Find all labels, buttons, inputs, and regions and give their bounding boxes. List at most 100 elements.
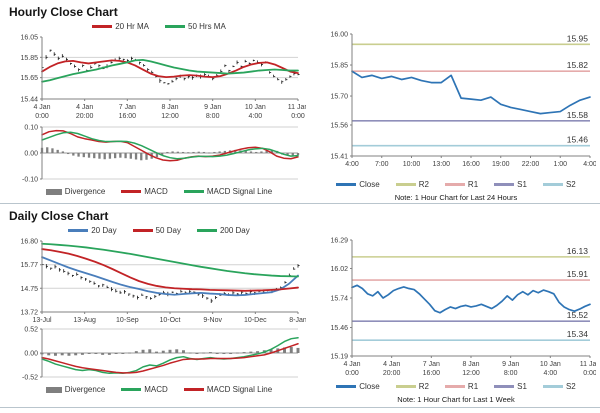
svg-text:15.70: 15.70	[330, 94, 348, 101]
svg-text:15.95: 15.95	[567, 33, 589, 43]
svg-text:8-Jan: 8-Jan	[289, 317, 306, 324]
legend-item: MACD	[121, 385, 168, 394]
svg-text:15.91: 15.91	[567, 269, 589, 279]
svg-text:13-Aug: 13-Aug	[73, 317, 96, 324]
svg-text:15.56: 15.56	[330, 122, 348, 129]
macd-signal-line-swatch-icon	[183, 388, 204, 391]
daily-right-panel: 16.13 15.91 15.52 15.34 16.29 16.02 15.74 15.46…	[312, 204, 600, 407]
s2-swatch-icon	[542, 183, 563, 186]
legend-item: Close	[336, 382, 380, 391]
legend-item: R2	[395, 180, 429, 189]
legend-item: MACD Signal Line	[183, 187, 272, 196]
svg-text:13-Jul: 13-Jul	[32, 317, 52, 324]
svg-text:15.58: 15.58	[567, 110, 589, 120]
svg-text:10:00: 10:00	[403, 161, 421, 168]
200-day-swatch-icon	[196, 229, 217, 232]
legend-label: S1	[517, 180, 527, 189]
svg-text:20:00: 20:00	[383, 370, 401, 377]
daily-ma-legend: 20 Day 50 Day 200 Day	[6, 224, 312, 237]
20-day-swatch-icon	[68, 229, 89, 232]
hourly-pivot-chart: 15.95 15.82 15.58 15.46 16.00 15.85 15.70 15.56…	[330, 32, 596, 169]
legend-label: MACD	[144, 385, 168, 394]
svg-text:15.52: 15.52	[567, 310, 589, 320]
hourly-right-panel: 15.95 15.82 15.58 15.46 16.00 15.85 15.70 15.56…	[312, 0, 600, 203]
20-hr-ma-swatch-icon	[92, 25, 113, 28]
50-day-swatch-icon	[132, 229, 153, 232]
legend-item: Divergence	[45, 187, 106, 196]
svg-text:4:00: 4:00	[249, 113, 263, 120]
svg-text:7:00: 7:00	[375, 161, 389, 168]
svg-text:4:00: 4:00	[583, 161, 596, 168]
divergence-swatch-icon	[45, 188, 62, 195]
svg-text:4 Jan: 4 Jan	[383, 361, 400, 368]
daily-left-panel: Daily Close Chart 20 Day 50 Day 200 Day 16…	[0, 204, 312, 407]
svg-text:13:00: 13:00	[432, 161, 450, 168]
svg-text:12:00: 12:00	[462, 370, 480, 377]
svg-text:16:00: 16:00	[119, 113, 137, 120]
legend-item: S1	[494, 382, 527, 391]
svg-text:10 Jan: 10 Jan	[540, 361, 561, 368]
legend-item: 20 Day	[68, 226, 117, 235]
svg-text:4:00: 4:00	[345, 161, 359, 168]
legend-item: Close	[336, 180, 380, 189]
svg-text:15.44: 15.44	[20, 97, 38, 104]
macd-swatch-icon	[121, 388, 142, 391]
legend-label: 200 Day	[219, 226, 250, 235]
svg-text:8 Jan: 8 Jan	[161, 104, 178, 111]
close-swatch-icon	[336, 183, 357, 186]
legend-item: S1	[494, 180, 527, 189]
r1-swatch-icon	[444, 183, 465, 186]
svg-text:15.77: 15.77	[20, 262, 38, 269]
legend-label: MACD Signal Line	[206, 385, 273, 394]
svg-text:15.82: 15.82	[567, 60, 589, 70]
legend-item: S2	[542, 180, 576, 189]
svg-text:15.19: 15.19	[330, 354, 348, 361]
svg-text:1:00: 1:00	[553, 161, 567, 168]
svg-text:20:00: 20:00	[76, 113, 94, 120]
svg-text:0.00: 0.00	[24, 151, 38, 158]
svg-text:16:00: 16:00	[462, 161, 480, 168]
svg-text:16.05: 16.05	[20, 35, 38, 42]
svg-text:8 Jan: 8 Jan	[462, 361, 479, 368]
legend-item: MACD	[121, 187, 168, 196]
legend-item: MACD Signal Line	[183, 385, 273, 394]
svg-text:15.65: 15.65	[20, 75, 38, 82]
svg-text:14.75: 14.75	[20, 286, 38, 293]
svg-text:7 Jan: 7 Jan	[423, 361, 440, 368]
svg-text:10-Oct: 10-Oct	[159, 317, 180, 324]
legend-item: R1	[444, 180, 478, 189]
svg-text:9 Jan: 9 Jan	[502, 361, 519, 368]
legend-label: 20 Hr MA	[115, 22, 149, 31]
svg-text:-0.52: -0.52	[22, 375, 38, 382]
svg-text:13.72: 13.72	[20, 310, 38, 317]
s1-swatch-icon	[494, 385, 515, 388]
hourly-left-panel: Hourly Close Chart 20 Hr MA 50 Hrs MA 16.…	[0, 0, 312, 203]
legend-item: R2	[395, 382, 429, 391]
legend-label: R2	[418, 382, 429, 391]
macd-signal-line-swatch-icon	[183, 190, 204, 193]
svg-text:15.34: 15.34	[567, 329, 589, 339]
hourly-note: Note: 1 Hour Chart for Last 24 Hours	[394, 193, 518, 202]
legend-item: 20 Hr MA	[92, 22, 149, 31]
legend-label: 50 Day	[155, 226, 181, 235]
svg-text:15.46: 15.46	[567, 135, 589, 145]
svg-text:8:00: 8:00	[504, 370, 518, 377]
legend-label: Divergence	[64, 187, 106, 196]
svg-text:15.41: 15.41	[330, 154, 348, 161]
legend-label: S2	[565, 382, 576, 391]
macd-swatch-icon	[121, 190, 142, 193]
hourly-pivot-legend: Close R2 R1 S1 S2	[312, 178, 600, 191]
svg-text:0.52: 0.52	[24, 327, 38, 334]
svg-text:10 Jan: 10 Jan	[245, 104, 266, 111]
svg-text:9 Jan: 9 Jan	[204, 104, 221, 111]
svg-text:12:00: 12:00	[161, 113, 179, 120]
svg-text:0:00: 0:00	[583, 370, 596, 377]
legend-item: R1	[444, 382, 478, 391]
daily-macd-legend: Divergence MACD MACD Signal Line	[6, 383, 312, 396]
weekly-pivot-chart: 16.13 15.91 15.52 15.34 16.29 16.02 15.74 15.46…	[330, 238, 596, 378]
svg-text:10-Sep: 10-Sep	[116, 317, 139, 324]
svg-text:16.29: 16.29	[330, 238, 348, 245]
svg-text:16.80: 16.80	[20, 239, 38, 246]
